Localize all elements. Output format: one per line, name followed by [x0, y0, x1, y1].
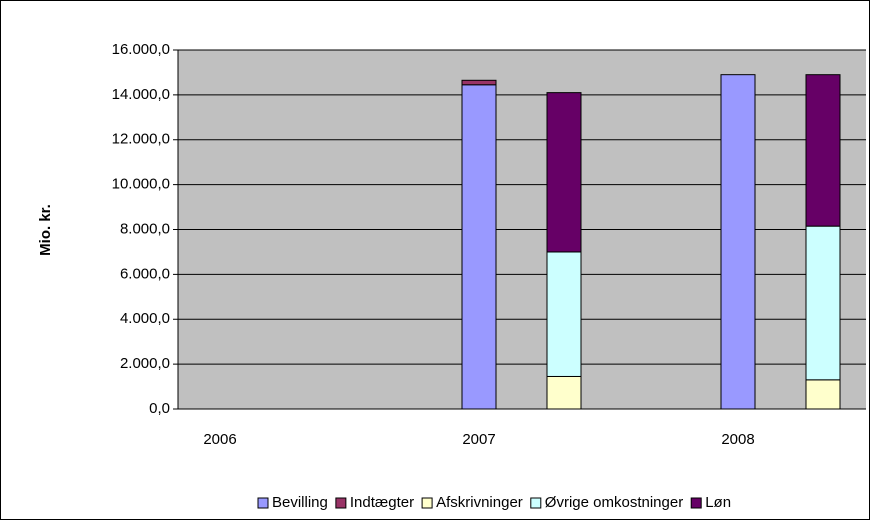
y-tick-label: 6.000,0 [120, 265, 170, 282]
y-tick-label: 8.000,0 [120, 220, 170, 237]
bar-segment [546, 375, 582, 410]
y-tick-label: 4.000,0 [120, 310, 170, 327]
legend-swatch [690, 497, 702, 509]
legend-label: Afskrivninger [436, 494, 523, 511]
bar-segment [461, 79, 497, 86]
legend-label: Bevilling [272, 494, 328, 511]
y-tick-label: 12.000,0 [112, 131, 170, 148]
y-tick-label: 10.000,0 [112, 176, 170, 193]
x-tick-label: 2007 [462, 431, 495, 448]
legend-swatch [335, 497, 347, 509]
legend-swatch [421, 497, 433, 509]
bar-segment [461, 84, 497, 410]
bar-segment [546, 251, 582, 377]
y-tick-label: 14.000,0 [112, 86, 170, 103]
y-tick-label: 0,0 [149, 400, 170, 417]
legend-label: Øvrige omkostninger [545, 494, 683, 511]
bar-segment [805, 379, 841, 410]
y-tick-label: 2.000,0 [120, 355, 170, 372]
y-tick-label: 16.000,0 [112, 41, 170, 58]
legend-swatch [257, 497, 269, 509]
x-tick-label: 2006 [203, 431, 236, 448]
bar-segment [546, 92, 582, 253]
legend-label: Indtægter [350, 494, 414, 511]
x-tick-label: 2008 [721, 431, 754, 448]
legend-label: Løn [705, 494, 731, 511]
bar-segment [720, 74, 756, 410]
legend-swatch [530, 497, 542, 509]
bar-segment [805, 225, 841, 381]
y-axis-label: Mio. kr. [37, 204, 54, 256]
bar-segment [805, 74, 841, 227]
